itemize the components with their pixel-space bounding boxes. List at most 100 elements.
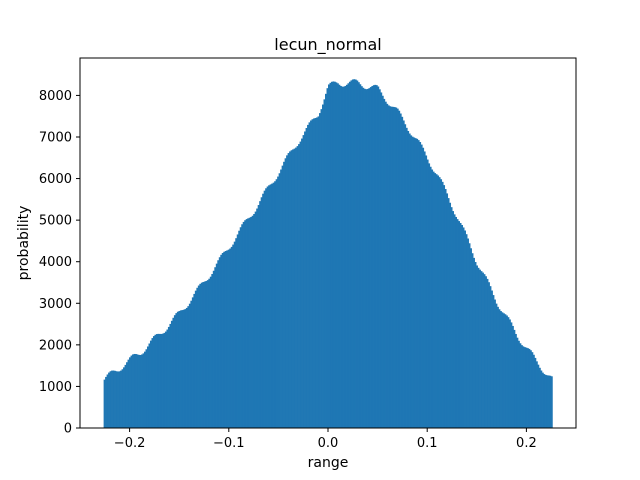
histogram-bar — [378, 89, 381, 429]
histogram-bar — [482, 272, 484, 428]
x-tick-label: −0.2 — [114, 436, 146, 451]
histogram-bar — [543, 374, 546, 428]
histogram-bar — [152, 336, 155, 428]
histogram-bar — [494, 299, 496, 428]
histogram-bar — [221, 253, 224, 428]
histogram-bar — [135, 354, 137, 428]
histogram-bar — [242, 221, 245, 428]
histogram-bar — [111, 370, 113, 428]
histogram-bar — [271, 183, 273, 428]
histogram-bar — [205, 281, 208, 428]
histogram-bar — [452, 211, 455, 428]
y-tick-label: 8000 — [39, 89, 72, 104]
histogram-bar — [369, 87, 372, 428]
histogram-bar — [296, 146, 299, 428]
histogram-bar — [127, 359, 130, 428]
histogram-bar — [336, 83, 339, 428]
histogram-bar — [301, 138, 303, 429]
histogram-bar — [185, 307, 188, 428]
histogram-bar — [516, 337, 519, 428]
histogram-bar — [124, 364, 127, 428]
histogram-bar — [132, 354, 134, 428]
histogram-bar — [483, 274, 486, 428]
histogram-bar — [345, 84, 348, 429]
histogram-bar — [169, 323, 172, 428]
histogram-bar — [319, 113, 321, 428]
histogram-bar — [339, 85, 342, 428]
histogram-bar — [477, 267, 480, 428]
histogram-bar — [476, 265, 478, 428]
histogram-bar — [363, 88, 366, 428]
histogram-bar — [223, 251, 226, 428]
plot-frame — [79, 57, 577, 429]
histogram-bar — [263, 190, 266, 428]
histogram-bar — [114, 370, 116, 428]
histogram-bar — [280, 169, 282, 429]
histogram-bar — [105, 376, 107, 428]
histogram-bar — [353, 79, 356, 428]
histogram-bar — [118, 371, 121, 428]
y-tick-label: 5000 — [39, 214, 72, 229]
histogram-bar — [377, 86, 380, 429]
histogram-bar — [411, 136, 414, 428]
histogram-bars — [103, 79, 553, 429]
y-axis-label: probability — [16, 206, 32, 281]
histogram-bar — [461, 225, 463, 428]
histogram-bar — [302, 135, 305, 428]
histogram-bar — [458, 221, 460, 428]
histogram-bar — [470, 248, 472, 428]
histogram-bar — [374, 84, 377, 429]
histogram-bar — [532, 354, 535, 428]
histogram-bar — [444, 189, 447, 428]
histogram-bar — [393, 107, 396, 428]
histogram-bar — [175, 313, 178, 428]
histogram-bar — [396, 108, 399, 429]
histogram-bar — [173, 315, 176, 428]
histogram-bar — [218, 257, 221, 428]
histogram-bar — [500, 311, 502, 428]
histogram-bar — [540, 370, 543, 428]
histogram-bar — [549, 375, 552, 428]
histogram-bar — [344, 85, 347, 428]
histogram-bar — [161, 333, 164, 428]
histogram-bar — [447, 198, 450, 428]
histogram-bar — [245, 219, 248, 428]
histogram-bar — [537, 364, 540, 428]
histogram-bar — [208, 278, 211, 428]
histogram-bar — [126, 362, 128, 428]
histogram-bar — [154, 334, 157, 428]
histogram-bar — [251, 215, 254, 428]
histogram-bar — [456, 219, 459, 428]
histogram-bar — [497, 306, 499, 428]
y-tick-label: 0 — [64, 422, 72, 437]
histogram-bar — [488, 282, 490, 428]
histogram-bar — [459, 222, 462, 428]
histogram-bar — [170, 320, 173, 428]
histogram-bar — [523, 347, 526, 428]
histogram-bar — [248, 217, 251, 428]
histogram-bar — [269, 184, 272, 428]
histogram-bar — [417, 140, 420, 428]
histogram-bar — [350, 80, 353, 428]
histogram-bar — [450, 207, 453, 428]
histogram-bar — [435, 174, 438, 428]
histogram-bar — [311, 119, 314, 429]
histogram-bar — [172, 317, 175, 428]
histogram-bar — [526, 348, 529, 428]
histogram-bar — [428, 163, 431, 428]
x-tick-label: 0.0 — [318, 436, 339, 451]
histogram-bar — [341, 86, 344, 428]
histogram-bar — [151, 338, 154, 428]
histogram-bar — [359, 84, 362, 428]
histogram-bar — [506, 315, 508, 428]
histogram-bar — [239, 227, 242, 428]
histogram-bar — [257, 205, 260, 428]
histogram-bar — [422, 147, 425, 428]
histogram-bar — [123, 367, 125, 428]
histogram-bar — [440, 179, 443, 428]
histogram-bar — [550, 376, 553, 428]
histogram-bar — [317, 116, 320, 429]
x-tick-label: 0.1 — [417, 436, 438, 451]
histogram-bar — [546, 375, 549, 428]
